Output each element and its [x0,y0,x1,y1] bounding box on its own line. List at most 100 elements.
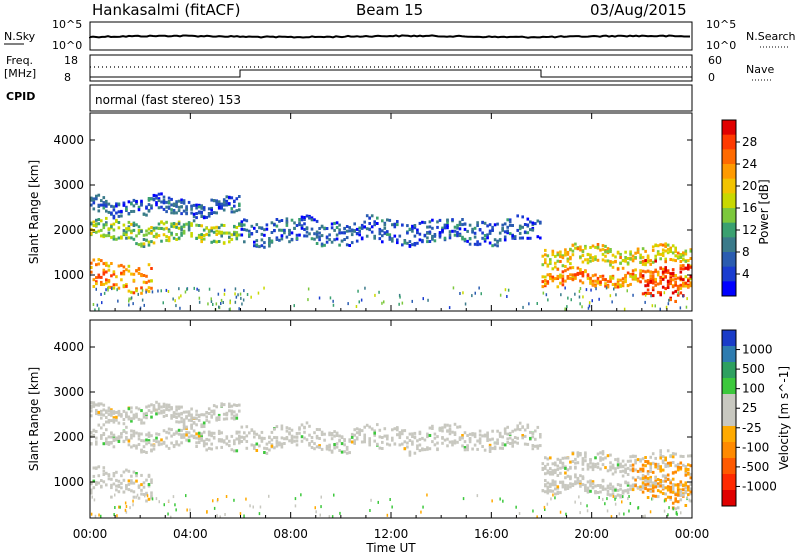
echo-cell [180,231,183,235]
echo-cell [160,405,163,409]
echo-cell [606,469,610,473]
echo-cell [478,242,482,246]
echo-cell [659,307,661,311]
echo-cell [676,506,680,510]
echo-cell [586,273,590,277]
echo-cell [682,294,684,298]
echo-cell [110,486,113,490]
echo-cell [441,429,444,433]
colorbar-cell [722,164,736,180]
colorbar-cell [722,442,736,459]
echo-cell [466,448,469,452]
echo-cell [268,440,271,444]
echo-cell [333,434,336,438]
echo-cell [303,436,306,440]
colorbar-cell [722,410,736,427]
echo-cell [601,479,605,483]
echo-cell [125,268,128,272]
echo-cell [165,288,168,292]
echo-cell [561,270,565,274]
echo-cell [110,419,113,423]
echo-cell [295,435,299,439]
echo-cell [182,424,186,428]
echo-cell [556,253,560,257]
colorbar-tick-label: 4 [742,267,750,281]
echo-cell [222,301,224,304]
echo-cell [659,484,662,488]
echo-cell [206,510,208,514]
noise-left-tick-top: 10^5 [52,18,82,31]
echo-cell [140,483,143,487]
echo-cell [604,244,607,248]
echo-cell [137,496,141,500]
echo-cell [687,285,690,289]
echo-cell [175,442,178,446]
echo-cell [554,261,557,265]
echo-cell [506,231,509,235]
echo-cell [95,482,98,486]
echo-cell [140,201,143,205]
echo-cell [165,406,168,410]
echo-cell [664,477,667,481]
echo-cell [182,199,186,203]
echo-cell [318,437,321,440]
echo-cell [664,465,667,468]
echo-cell [631,467,635,471]
echo-cell [426,446,429,450]
echo-cell [97,402,101,406]
echo-cell [421,240,424,244]
echo-cell [240,220,244,224]
echo-cell [381,436,384,439]
echo-cell [669,485,672,489]
echo-cell [586,509,589,513]
echo-cell [192,212,196,216]
echo-cell [300,439,304,443]
echo-cell [369,509,371,512]
echo-cell [521,215,524,219]
echo-cell [541,285,545,289]
echo-cell [393,234,397,238]
echo-cell [614,497,616,501]
echo-cell [320,234,324,238]
echo-cell [446,224,449,227]
echo-cell [105,416,108,419]
echo-cell [107,435,111,439]
echo-cell [217,429,221,433]
echo-cell [172,411,176,415]
echo-cell [564,307,566,311]
echo-cell [564,279,567,283]
echo-cell [325,227,329,230]
echo-cell [601,252,605,256]
echo-cell [584,270,587,274]
echo-cell [150,434,153,438]
echo-cell [157,402,161,406]
echo-cell [674,497,677,501]
echo-cell [310,439,314,443]
echo-cell [225,195,229,199]
echo-cell [644,487,647,490]
echo-cell [365,214,369,218]
echo-cell [534,222,537,226]
echo-cell [687,488,690,492]
echo-cell [278,228,281,232]
echo-cell [175,420,178,424]
colorbar-cell [722,474,736,491]
echo-cell [481,221,484,225]
echo-cell [110,431,113,435]
echo-cell [235,430,239,434]
echo-cell [258,512,261,516]
echo-cell [426,236,429,240]
echo-cell [100,228,103,232]
echo-cell [167,236,171,240]
echo-cell [363,438,366,442]
echo-cell [611,492,615,496]
echo-cell [308,216,311,219]
echo-cell [118,505,120,509]
echo-cell [122,269,126,273]
echo-cell [105,223,108,227]
echo-cell [544,472,547,476]
echo-cell [92,402,96,406]
echo-cell [200,423,203,427]
echo-cell [363,440,366,444]
echo-cell [207,407,211,411]
